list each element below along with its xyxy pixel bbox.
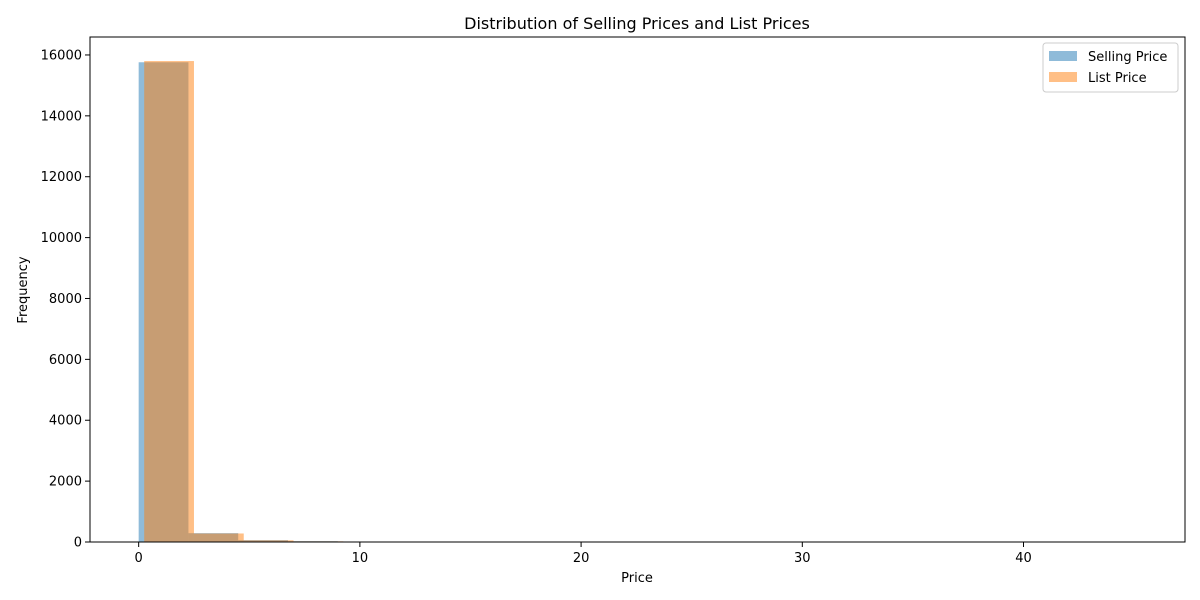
y-tick-label: 8000 (49, 292, 82, 307)
legend-label-list-price: List Price (1088, 71, 1147, 86)
y-axis: 0 2000 4000 6000 8000 10000 12000 14000 16000 (41, 48, 90, 551)
y-tick-label: 14000 (41, 109, 82, 124)
legend-swatch-list-price (1049, 72, 1077, 82)
bar-list-price-0 (144, 61, 194, 543)
x-axis: 0 10 20 30 40 (135, 542, 1032, 566)
plot-frame (89, 36, 1186, 543)
x-tick-label: 10 (352, 551, 369, 566)
x-tick-label: 20 (573, 551, 590, 566)
x-tick-label: 0 (135, 551, 143, 566)
y-tick-label: 0 (74, 536, 82, 551)
y-tick-label: 4000 (49, 414, 82, 429)
y-tick-label: 2000 (49, 475, 82, 490)
legend: Selling Price List Price (1042, 42, 1179, 93)
y-tick-label: 10000 (41, 231, 82, 246)
bar-list-price-1 (193, 533, 244, 542)
legend-swatch-selling-price (1049, 51, 1077, 61)
y-tick-label: 12000 (41, 170, 82, 185)
x-tick-label: 30 (794, 551, 811, 566)
chart-title: Distribution of Selling Prices and List … (464, 14, 810, 33)
x-axis-label: Price (621, 571, 653, 586)
y-axis-label: Frequency (16, 256, 31, 323)
legend-label-selling-price: Selling Price (1088, 50, 1167, 65)
y-tick-label: 6000 (49, 353, 82, 368)
bar-list-price-2 (243, 540, 294, 542)
y-tick-label: 16000 (41, 48, 82, 63)
bars-layer (138, 61, 1140, 543)
x-tick-label: 40 (1015, 551, 1032, 566)
